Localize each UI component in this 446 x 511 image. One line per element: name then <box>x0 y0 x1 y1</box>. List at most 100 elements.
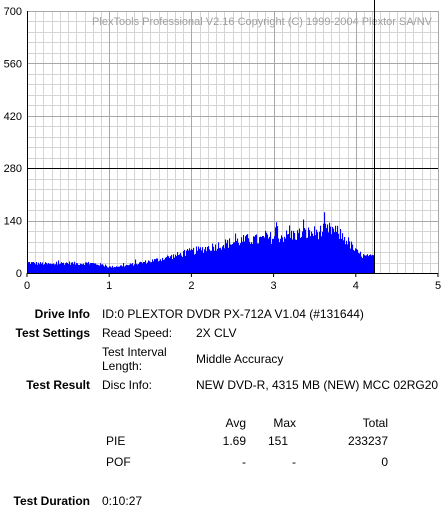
data-bar <box>305 229 307 273</box>
data-bar <box>86 262 88 273</box>
data-bar <box>103 265 105 273</box>
data-bar <box>108 267 110 273</box>
data-bar <box>192 249 194 273</box>
data-bar <box>157 258 159 273</box>
data-bar <box>145 260 147 273</box>
data-bar <box>221 249 223 273</box>
data-bar <box>338 233 340 273</box>
data-bar <box>320 225 322 273</box>
data-bar <box>181 255 183 273</box>
y-tick-label: 0 <box>16 268 22 280</box>
data-bar <box>292 239 294 273</box>
data-bar <box>48 263 50 273</box>
data-bar <box>321 236 323 273</box>
y-tick-label: 140 <box>4 216 22 228</box>
data-bar <box>288 233 290 273</box>
data-bar <box>232 243 234 273</box>
data-bar <box>368 256 370 273</box>
data-bar <box>244 241 246 273</box>
data-bar <box>93 263 95 273</box>
data-bar <box>163 259 165 273</box>
data-bar <box>278 238 280 273</box>
data-bar <box>330 226 332 273</box>
data-bar <box>208 246 210 273</box>
data-bar <box>345 244 347 273</box>
data-bar <box>88 261 90 273</box>
x-tick-label: 3 <box>271 280 277 292</box>
data-bar <box>298 233 300 273</box>
data-bar <box>350 248 352 273</box>
row-pie-max: 151 <box>267 434 288 448</box>
data-bar <box>117 266 119 273</box>
data-bar <box>35 264 37 273</box>
data-bar <box>151 262 153 273</box>
data-bar <box>174 257 176 273</box>
data-bar <box>264 237 266 273</box>
data-bar <box>92 263 94 273</box>
data-bar <box>336 231 338 273</box>
data-bar <box>49 264 51 273</box>
read-speed-value: 2X CLV <box>196 326 237 340</box>
disc-info-label: Disc Info: <box>102 378 153 392</box>
data-bar <box>306 238 308 273</box>
data-bar <box>207 246 209 273</box>
data-bar <box>210 250 212 273</box>
data-bar <box>87 263 89 273</box>
data-bar <box>187 248 189 273</box>
data-bar <box>238 242 240 273</box>
data-bar <box>154 259 156 273</box>
data-bar <box>184 249 186 273</box>
data-bar <box>308 227 310 273</box>
data-bar <box>39 264 41 273</box>
test-interval-label-line2: Length: <box>102 359 143 373</box>
data-bar <box>200 247 202 273</box>
data-bar <box>76 263 78 273</box>
data-bar <box>89 264 91 273</box>
test-interval-value: Middle Accuracy <box>196 352 284 366</box>
data-bar <box>263 236 265 273</box>
data-bar <box>130 263 132 273</box>
row-pie-total: 233237 <box>347 434 388 448</box>
data-bar <box>213 246 215 273</box>
data-bar <box>304 228 306 273</box>
data-bar <box>267 234 269 273</box>
data-bar <box>59 264 61 273</box>
data-bar <box>212 243 214 273</box>
data-bar <box>276 222 278 273</box>
data-bar <box>363 254 365 273</box>
data-bar <box>107 267 109 273</box>
x-tick-label: 5 <box>435 280 441 292</box>
data-bar <box>185 255 187 273</box>
data-bar <box>177 252 179 273</box>
data-bar <box>224 248 226 273</box>
data-bar <box>78 264 80 273</box>
data-bar <box>129 264 131 273</box>
data-bar <box>289 225 291 273</box>
data-bar <box>272 238 274 273</box>
data-bar <box>169 257 171 273</box>
data-bar <box>300 237 302 273</box>
x-tick-label: 0 <box>24 280 30 292</box>
data-bar <box>62 263 64 273</box>
data-bar <box>319 231 321 273</box>
data-bar <box>355 248 357 273</box>
data-bar <box>44 264 46 273</box>
data-bar <box>194 254 196 273</box>
data-bar <box>265 230 267 273</box>
data-bar <box>283 241 285 273</box>
row-pof-max: - <box>292 455 296 469</box>
data-bar <box>346 240 348 273</box>
data-bar <box>34 262 36 273</box>
data-bar <box>348 237 350 273</box>
data-bar <box>132 263 134 273</box>
plot-area <box>27 11 438 273</box>
data-bar <box>60 263 62 273</box>
data-bar <box>138 263 140 273</box>
data-bar <box>110 266 112 273</box>
data-bar <box>286 230 288 273</box>
data-bar <box>230 244 232 273</box>
data-bar <box>120 265 122 273</box>
data-bar <box>46 263 48 273</box>
data-bar <box>296 239 298 273</box>
data-bar <box>231 244 233 273</box>
